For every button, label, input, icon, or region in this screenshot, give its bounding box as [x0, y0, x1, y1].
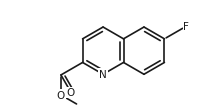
Text: N: N	[99, 70, 107, 80]
Text: F: F	[183, 22, 189, 32]
Text: O: O	[67, 87, 75, 97]
Text: O: O	[57, 90, 65, 100]
